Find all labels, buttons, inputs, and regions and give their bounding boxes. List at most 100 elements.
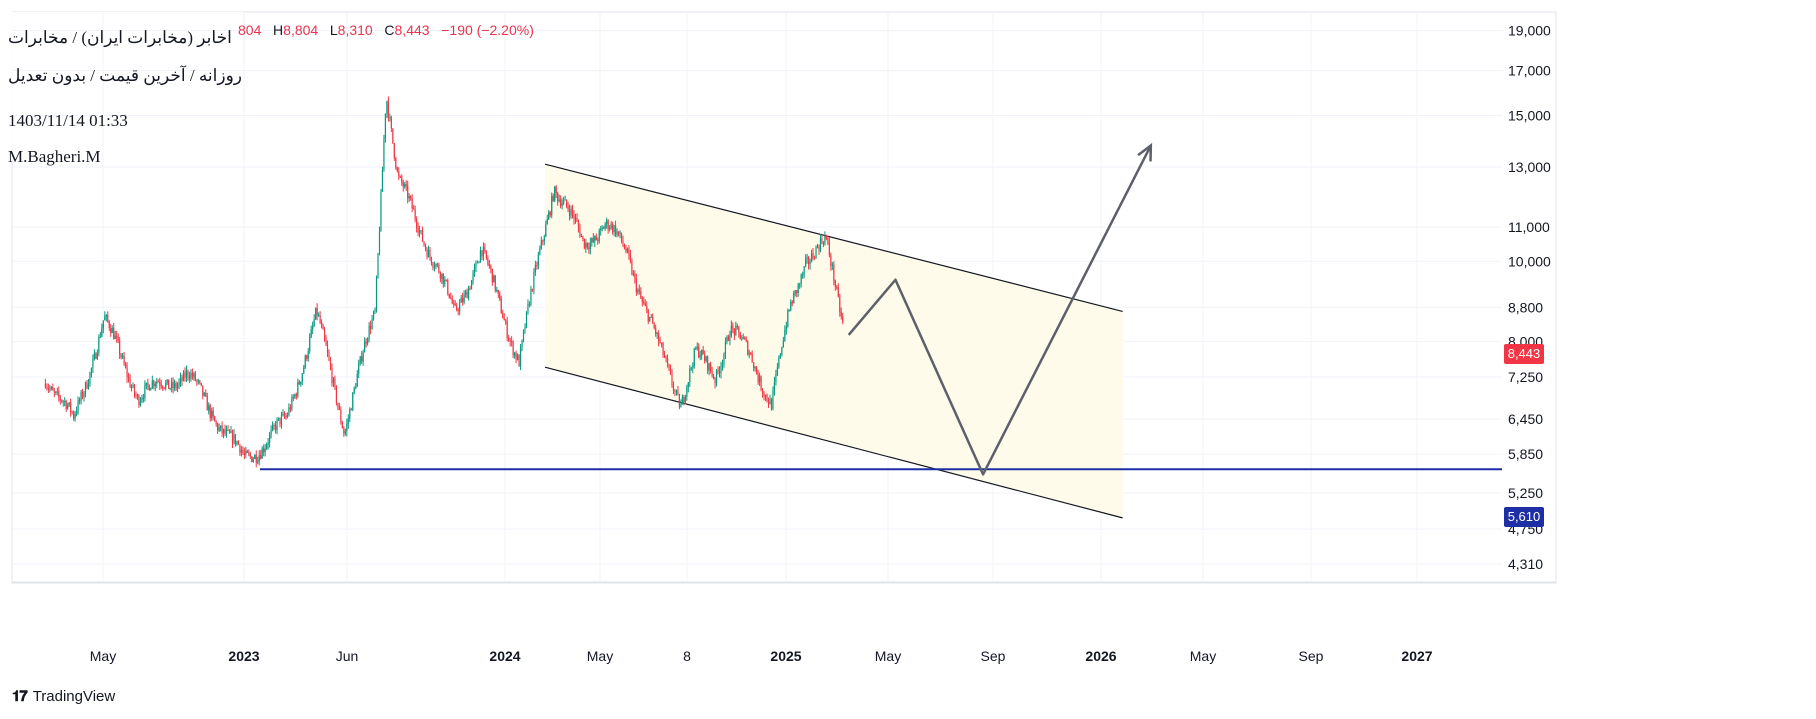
candle-body bbox=[49, 388, 51, 390]
candle bbox=[586, 242, 588, 250]
candle-body bbox=[588, 247, 590, 250]
candle bbox=[564, 195, 566, 201]
candle-body bbox=[392, 128, 394, 144]
candle bbox=[361, 351, 363, 364]
candle-body bbox=[398, 171, 400, 177]
candle bbox=[225, 425, 228, 438]
candle bbox=[129, 374, 131, 389]
candle-body bbox=[74, 413, 76, 419]
candle-body bbox=[380, 191, 382, 232]
candle-body bbox=[218, 427, 220, 431]
candle-body bbox=[154, 383, 156, 386]
candle bbox=[139, 396, 142, 407]
candle bbox=[289, 404, 292, 413]
candle bbox=[220, 425, 222, 432]
candle-body bbox=[179, 377, 182, 382]
candle bbox=[260, 449, 262, 460]
candle bbox=[705, 355, 707, 363]
candle bbox=[702, 345, 704, 355]
candle bbox=[119, 336, 121, 360]
candle bbox=[185, 365, 188, 383]
candle bbox=[350, 407, 352, 411]
candle-body bbox=[499, 293, 501, 300]
candle bbox=[264, 443, 266, 457]
candle bbox=[500, 295, 502, 314]
candle bbox=[378, 226, 381, 256]
candle bbox=[270, 425, 272, 439]
candle bbox=[494, 275, 496, 293]
candle bbox=[554, 186, 556, 203]
candle bbox=[298, 379, 300, 385]
tradingview-logo[interactable]: 𝟏𝟕 TradingView bbox=[12, 688, 115, 705]
candle bbox=[347, 414, 349, 429]
candle bbox=[160, 379, 162, 390]
candle bbox=[362, 349, 364, 366]
candle-body bbox=[842, 316, 844, 323]
candle-body bbox=[677, 390, 679, 395]
candle bbox=[96, 349, 98, 361]
candle-body bbox=[647, 309, 649, 322]
candle bbox=[380, 189, 382, 232]
candle-body bbox=[585, 242, 587, 249]
candle-body bbox=[475, 262, 477, 268]
candle bbox=[288, 403, 290, 417]
candle-body bbox=[658, 332, 660, 342]
candle bbox=[86, 380, 88, 390]
candle bbox=[135, 391, 137, 399]
candle-body bbox=[395, 158, 397, 168]
candle-body bbox=[527, 303, 529, 312]
candle bbox=[658, 330, 660, 347]
candle-body bbox=[640, 291, 642, 298]
candle-body bbox=[310, 329, 312, 338]
candle bbox=[144, 380, 146, 402]
candle bbox=[295, 392, 297, 400]
candle-body bbox=[374, 309, 376, 312]
candle bbox=[239, 444, 241, 456]
candle bbox=[126, 362, 128, 383]
y-tick-label: 17,000 bbox=[1508, 62, 1551, 78]
candle bbox=[775, 369, 777, 386]
candle-body bbox=[240, 450, 243, 453]
candle bbox=[294, 393, 296, 399]
candle-body bbox=[364, 341, 366, 353]
candle-body bbox=[675, 390, 678, 392]
candle bbox=[56, 387, 58, 396]
candle-body bbox=[267, 442, 269, 445]
candle bbox=[714, 377, 716, 389]
candle bbox=[231, 429, 234, 448]
candle bbox=[405, 180, 407, 191]
candle-body bbox=[130, 387, 133, 389]
candle bbox=[447, 278, 449, 296]
candle-body bbox=[194, 373, 196, 381]
candle-body bbox=[326, 345, 329, 353]
candle-body bbox=[193, 373, 195, 377]
candle bbox=[193, 371, 195, 381]
candle bbox=[683, 394, 685, 406]
candle-body bbox=[460, 297, 462, 303]
candle bbox=[142, 393, 145, 403]
candle bbox=[669, 364, 672, 376]
candle-body bbox=[502, 313, 504, 319]
candle-body bbox=[396, 167, 398, 172]
candle bbox=[276, 417, 278, 435]
candle-body bbox=[613, 225, 615, 232]
candle-body bbox=[813, 258, 816, 260]
tradingview-logo-text: TradingView bbox=[32, 688, 116, 705]
candle bbox=[465, 289, 467, 298]
candle bbox=[776, 362, 779, 377]
candle-body bbox=[50, 387, 52, 389]
candle bbox=[674, 389, 676, 396]
candle-body bbox=[500, 299, 502, 314]
candle-body bbox=[349, 409, 351, 419]
candle-body bbox=[371, 318, 373, 329]
candle-body bbox=[387, 101, 389, 118]
candle bbox=[234, 434, 237, 447]
candle-body bbox=[291, 397, 293, 410]
candle bbox=[601, 225, 603, 232]
candle-body bbox=[582, 236, 584, 239]
candle bbox=[476, 260, 479, 264]
candle-body bbox=[604, 223, 606, 229]
candle bbox=[163, 387, 165, 390]
candle bbox=[612, 221, 614, 235]
